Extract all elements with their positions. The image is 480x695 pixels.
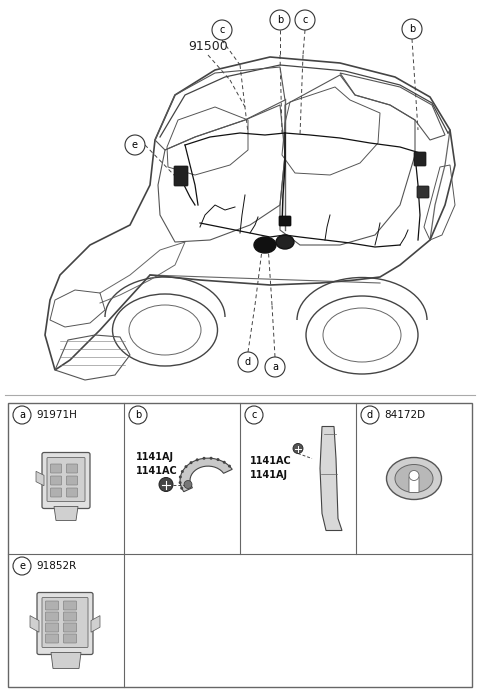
FancyBboxPatch shape [46,612,59,621]
FancyBboxPatch shape [37,593,93,655]
Text: a: a [19,410,25,420]
Circle shape [179,475,182,478]
Polygon shape [51,653,81,669]
Text: 1141AC: 1141AC [136,466,178,475]
FancyBboxPatch shape [47,457,85,502]
Circle shape [223,461,226,464]
Text: b: b [277,15,283,25]
FancyBboxPatch shape [63,623,76,632]
Circle shape [245,406,263,424]
Circle shape [210,457,213,459]
Text: 91852R: 91852R [36,561,76,571]
FancyBboxPatch shape [174,166,188,186]
FancyBboxPatch shape [46,601,59,610]
Polygon shape [54,507,78,521]
Circle shape [409,471,419,480]
FancyBboxPatch shape [417,186,429,198]
Circle shape [125,135,145,155]
Circle shape [212,20,232,40]
Circle shape [203,457,205,460]
Text: 1141AC: 1141AC [250,455,292,466]
Circle shape [216,458,219,461]
FancyBboxPatch shape [46,634,59,643]
Text: 1141AJ: 1141AJ [136,452,174,461]
FancyBboxPatch shape [50,488,61,497]
FancyBboxPatch shape [67,488,77,497]
Circle shape [265,357,285,377]
Circle shape [13,406,31,424]
FancyBboxPatch shape [42,452,90,509]
FancyBboxPatch shape [67,476,77,485]
Text: e: e [132,140,138,150]
Text: c: c [219,25,225,35]
FancyBboxPatch shape [46,623,59,632]
Text: d: d [367,410,373,420]
Circle shape [184,480,192,489]
Text: 84172D: 84172D [384,410,425,420]
Circle shape [228,464,231,468]
Circle shape [159,477,173,491]
Polygon shape [320,427,342,530]
Ellipse shape [395,464,433,493]
Circle shape [293,443,303,454]
Circle shape [402,19,422,39]
Polygon shape [91,616,100,632]
FancyBboxPatch shape [63,601,76,610]
Text: b: b [409,24,415,34]
Circle shape [180,486,183,490]
Text: 91971H: 91971H [36,410,77,420]
FancyBboxPatch shape [414,152,426,166]
Circle shape [190,461,192,464]
Ellipse shape [386,457,442,500]
FancyBboxPatch shape [67,464,77,473]
FancyBboxPatch shape [409,477,419,493]
FancyBboxPatch shape [50,464,61,473]
Circle shape [270,10,290,30]
Circle shape [13,557,31,575]
FancyBboxPatch shape [50,476,61,485]
Text: e: e [19,561,25,571]
Circle shape [196,458,199,461]
Text: d: d [245,357,251,367]
Text: 1141AJ: 1141AJ [250,470,288,480]
FancyBboxPatch shape [279,216,291,226]
FancyBboxPatch shape [42,598,88,648]
Circle shape [184,465,188,468]
Text: 91500: 91500 [188,40,228,54]
Circle shape [361,406,379,424]
Text: b: b [135,410,141,420]
FancyBboxPatch shape [63,634,76,643]
Polygon shape [180,458,232,491]
Circle shape [179,481,181,484]
Circle shape [129,406,147,424]
Circle shape [295,10,315,30]
Polygon shape [36,471,44,486]
Text: c: c [252,410,257,420]
FancyBboxPatch shape [63,612,76,621]
Text: a: a [272,362,278,372]
Ellipse shape [254,237,276,253]
Polygon shape [30,616,39,632]
Ellipse shape [276,235,294,249]
Bar [8,403,472,687]
Circle shape [238,352,258,372]
Text: c: c [302,15,308,25]
Circle shape [181,470,184,473]
